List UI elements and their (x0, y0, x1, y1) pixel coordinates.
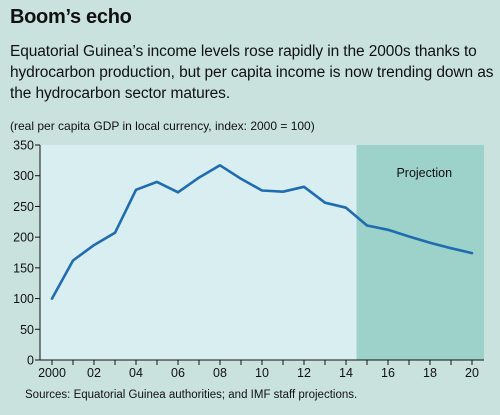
series-line (50, 164, 474, 300)
projection-area (356, 145, 484, 360)
x-tick-label: 06 (171, 366, 185, 380)
x-tick-label: 10 (255, 366, 269, 380)
y-tick-label: 250 (13, 200, 34, 214)
x-tick-label: 14 (339, 366, 353, 380)
page-title: Boom’s echo (10, 6, 132, 28)
projection-label: Projection (396, 166, 452, 180)
x-tick-label: 2000 (38, 366, 66, 380)
y-tick-label: 300 (13, 169, 34, 183)
x-tick-label: 12 (297, 366, 311, 380)
chart-note: (real per capita GDP in local currency, … (10, 119, 315, 133)
y-tick-label: 50 (20, 323, 34, 337)
x-tick-label: 08 (213, 366, 227, 380)
x-tick-label: 02 (87, 366, 101, 380)
x-tick-label: 16 (381, 366, 395, 380)
y-tick-label: 100 (13, 292, 34, 306)
page-subtitle: Equatorial Guinea’s income levels rose r… (10, 43, 494, 102)
y-tick-label: 350 (13, 139, 34, 153)
x-tick-label: 04 (129, 366, 143, 380)
y-tick-label: 150 (13, 261, 34, 275)
source-note: Sources: Equatorial Guinea authorities; … (25, 389, 358, 401)
x-tick-label: 18 (423, 366, 437, 380)
y-tick-label: 0 (27, 354, 34, 368)
y-tick-label: 200 (13, 231, 34, 245)
x-tick-label: 20 (465, 366, 479, 380)
